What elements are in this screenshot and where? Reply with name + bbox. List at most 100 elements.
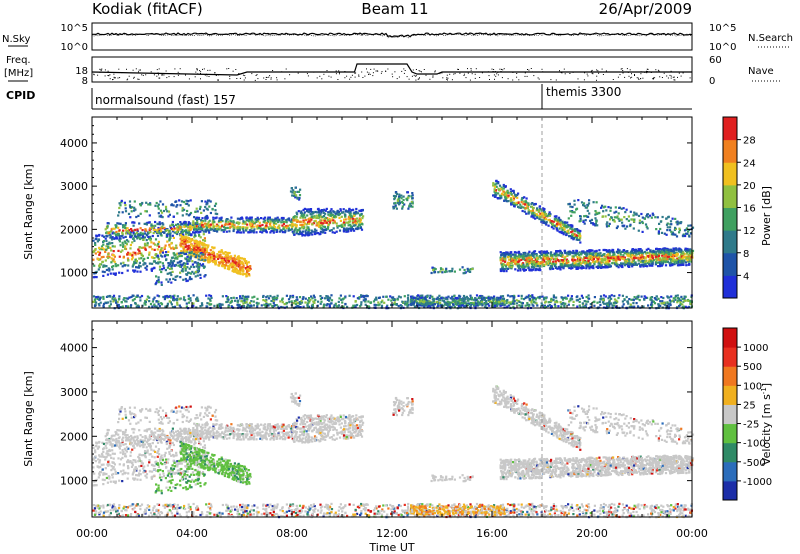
power-echo (157, 240, 160, 243)
power-echo (186, 202, 189, 205)
power-echo (262, 220, 265, 223)
nave-dot (236, 78, 238, 79)
power-echo (604, 302, 607, 305)
power-echo (221, 261, 224, 264)
power-echo (596, 256, 599, 259)
power-echo (123, 264, 126, 267)
nave-dot (516, 76, 518, 78)
power-echo (309, 208, 313, 211)
power-echo (307, 218, 310, 221)
power-echo (673, 255, 676, 258)
power-echo (120, 199, 123, 202)
power-echo (131, 234, 134, 237)
power-echo (102, 235, 106, 238)
power-echo (187, 200, 190, 203)
nave-dot (338, 70, 340, 72)
nave-dot (560, 71, 562, 73)
power-echo (490, 296, 493, 299)
nave-dot (403, 72, 405, 74)
power-echo (636, 297, 639, 300)
power-echo (436, 300, 439, 303)
power-echo (369, 301, 373, 304)
power-echo (417, 294, 420, 297)
nave-dot (650, 72, 652, 73)
power-echo (275, 304, 278, 307)
power-echo (255, 225, 258, 228)
power-echo (637, 262, 640, 265)
power-echo (247, 231, 251, 234)
power-echo (320, 209, 323, 212)
power-echo (485, 301, 488, 304)
nave-dot (475, 68, 477, 70)
power-echo (360, 212, 363, 216)
power-echo (153, 228, 157, 231)
power-echo (628, 305, 631, 308)
power-echo (598, 256, 601, 259)
power-echo (350, 227, 353, 230)
power-echo (133, 239, 136, 242)
power-echo (585, 252, 588, 255)
power-echo (242, 229, 245, 232)
power-echo (513, 296, 516, 299)
power-echo (585, 295, 588, 299)
power-echo (657, 254, 660, 257)
power-echo (636, 256, 639, 259)
power-echo (182, 251, 185, 254)
freq-left-tick-top: 18 (75, 66, 88, 77)
power-echo (207, 252, 210, 255)
frequency-panel: Freq. [MHz] 18 8 60 0 Nave (4, 55, 780, 87)
power-echo (152, 227, 156, 230)
power-echo (199, 205, 202, 208)
power-echo (613, 294, 616, 298)
power-echo (674, 294, 677, 297)
power-echo (121, 305, 124, 308)
noise-right-tick-bottom: 10^0 (709, 42, 736, 53)
power-echo (328, 229, 331, 232)
power-echo (179, 265, 182, 268)
power-echo (524, 265, 527, 268)
power-echo (111, 259, 114, 262)
power-echo (626, 258, 629, 261)
nave-dot (666, 75, 668, 77)
power-echo (432, 297, 436, 300)
power-echo (204, 244, 207, 247)
power-echo (97, 238, 101, 242)
power-echo (272, 223, 275, 226)
power-echo (227, 298, 230, 301)
power-echo (308, 222, 311, 225)
power-echo (189, 297, 192, 300)
power-echo (155, 300, 158, 303)
power-echo (509, 262, 512, 265)
power-echo (158, 222, 161, 225)
power-echo (226, 223, 229, 226)
cpid-mode-1: normalsound (fast) 157 (95, 93, 236, 107)
power-echo (163, 231, 166, 234)
power-echo (232, 228, 235, 231)
power-echo (154, 283, 157, 286)
power-echo (189, 199, 192, 202)
power-echo (245, 229, 248, 232)
power-echo (184, 277, 187, 281)
power-echo (105, 268, 108, 272)
power-echo (179, 233, 182, 236)
power-echo (548, 304, 551, 307)
power-echo (273, 221, 276, 225)
power-echo (212, 226, 215, 229)
power-echo (216, 303, 219, 306)
power-echo (207, 261, 210, 264)
power-echo (180, 232, 183, 235)
power-echo (143, 262, 146, 265)
power-echo (106, 273, 109, 276)
power-echo (303, 207, 306, 210)
power-echo (212, 218, 215, 222)
power-echo (233, 254, 236, 257)
power-echo (161, 251, 165, 254)
power-echo (667, 305, 671, 308)
power-echo (302, 225, 305, 229)
power-echo (271, 227, 274, 230)
power-echo (237, 272, 240, 275)
power-echo (172, 204, 175, 207)
power-echo (423, 300, 426, 303)
power-echo (613, 251, 616, 254)
nave-dot (297, 72, 299, 74)
